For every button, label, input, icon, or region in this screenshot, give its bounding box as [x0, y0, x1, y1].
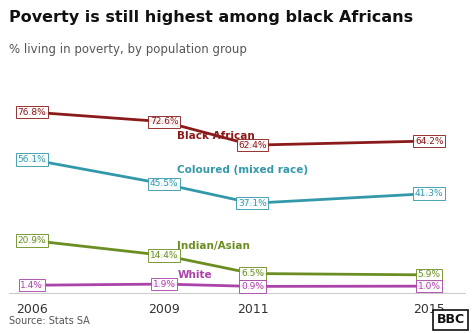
- Text: Black African: Black African: [177, 131, 255, 141]
- Text: 37.1%: 37.1%: [238, 199, 267, 208]
- Text: BBC: BBC: [437, 313, 465, 326]
- Text: Poverty is still highest among black Africans: Poverty is still highest among black Afr…: [9, 10, 414, 25]
- Text: 1.4%: 1.4%: [20, 281, 43, 290]
- Text: Source: Stats SA: Source: Stats SA: [9, 316, 90, 326]
- Text: Coloured (mixed race): Coloured (mixed race): [177, 165, 309, 175]
- Text: 45.5%: 45.5%: [150, 179, 178, 188]
- Text: % living in poverty, by population group: % living in poverty, by population group: [9, 43, 247, 56]
- Text: 0.9%: 0.9%: [241, 282, 264, 291]
- Text: 6.5%: 6.5%: [241, 269, 264, 278]
- Text: 20.9%: 20.9%: [17, 236, 46, 245]
- Text: 14.4%: 14.4%: [150, 251, 178, 260]
- Text: 5.9%: 5.9%: [418, 270, 441, 279]
- Text: White: White: [177, 270, 212, 280]
- Text: 64.2%: 64.2%: [415, 137, 444, 146]
- Text: 1.0%: 1.0%: [418, 282, 441, 291]
- Text: 62.4%: 62.4%: [238, 141, 267, 150]
- Text: 76.8%: 76.8%: [17, 108, 46, 117]
- Text: 56.1%: 56.1%: [17, 155, 46, 164]
- Text: Indian/Asian: Indian/Asian: [177, 241, 250, 251]
- Text: 41.3%: 41.3%: [415, 189, 444, 198]
- Text: 72.6%: 72.6%: [150, 117, 178, 126]
- Text: 1.9%: 1.9%: [153, 280, 175, 289]
